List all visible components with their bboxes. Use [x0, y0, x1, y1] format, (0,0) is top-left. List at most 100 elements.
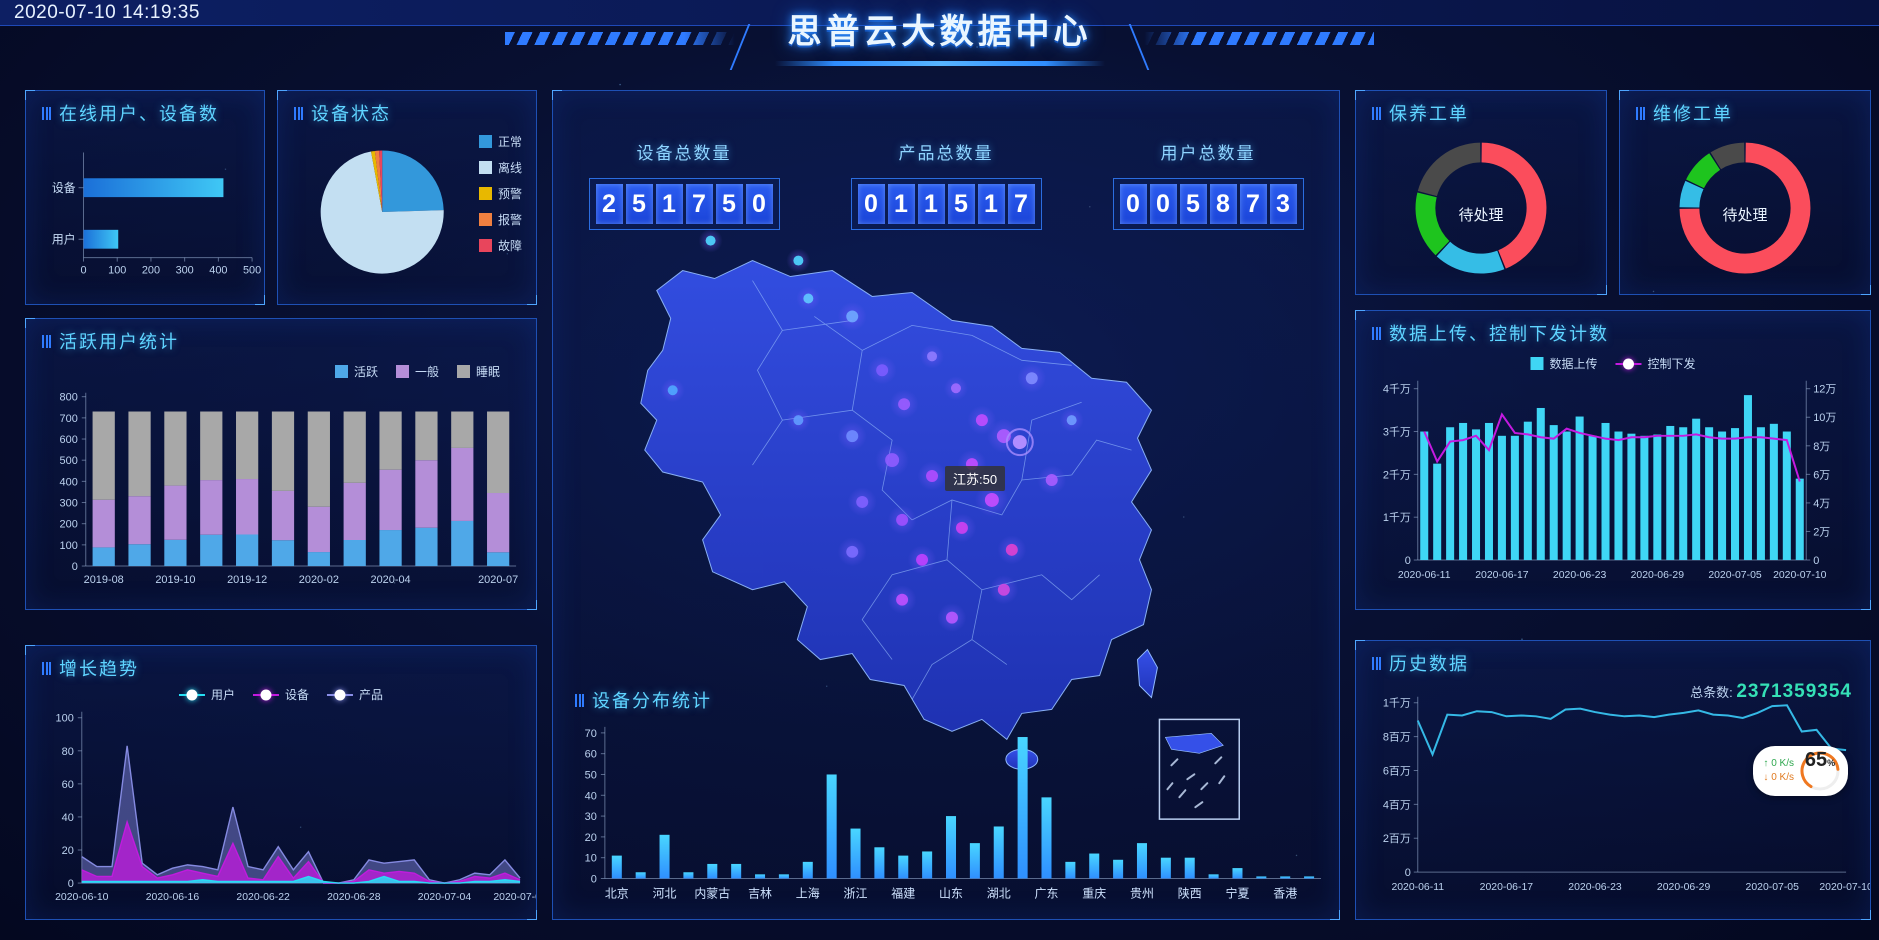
device-distribution-bar-chart[interactable]: 0 10 20 30 40 50 60 70 北京 河北 内蒙古 吉林 上海 浙江 福建 山东 湖北 广东 重庆 贵州…: [553, 683, 1339, 920]
kpi-digit: 0: [857, 184, 885, 224]
svg-text:2020-06-10: 2020-06-10: [55, 892, 109, 903]
svg-text:上海: 上海: [796, 885, 820, 900]
svg-text:2百万: 2百万: [1383, 833, 1411, 845]
svg-text:设备: 设备: [52, 181, 76, 195]
legend-item[interactable]: 睡眠: [456, 363, 500, 380]
panel-active-users: 活跃用户统计 活跃 一般 睡眠 0 100 200 300 400 500 600 700 800 2…: [25, 318, 537, 610]
svg-text:40: 40: [62, 812, 74, 824]
history-total-value: 2371359354: [1736, 681, 1852, 702]
legend-swatch-icon: [456, 365, 470, 378]
svg-text:广东: 广东: [1035, 886, 1059, 900]
upload-speed: ↑ 0 K/s: [1763, 758, 1794, 769]
svg-text:20: 20: [585, 832, 597, 844]
svg-text:20: 20: [62, 845, 74, 857]
active-users-stacked-bar-chart[interactable]: 0 100 200 300 400 500 600 700 800 2019-08 2019-10 2…: [26, 319, 536, 610]
svg-text:宁夏: 宁夏: [1226, 885, 1250, 900]
svg-text:100: 100: [60, 540, 78, 552]
svg-text:600: 600: [60, 434, 78, 446]
svg-text:60: 60: [62, 779, 74, 791]
history-line-chart[interactable]: 0 2百万 4百万 6百万 8百万 1千万 2020-06-11 2020-06-17 2020…: [1356, 641, 1870, 920]
svg-text:6百万: 6百万: [1383, 765, 1411, 777]
pie-legend: 正常离线预警报警故障: [478, 133, 522, 254]
legend-item[interactable]: 产品: [327, 686, 383, 703]
legend-item[interactable]: 数据上传: [1530, 355, 1598, 372]
svg-text:1千万: 1千万: [1383, 511, 1411, 524]
legend-item[interactable]: 活跃: [334, 363, 378, 380]
stripe-pattern-icon: [505, 32, 735, 45]
svg-text:2千万: 2千万: [1383, 468, 1411, 481]
cpu-usage-ring: 65%: [1798, 749, 1842, 793]
title-marker-icon: [42, 334, 51, 348]
map-tooltip: 江苏:50: [945, 466, 1006, 491]
svg-text:8百万: 8百万: [1383, 732, 1411, 744]
legend-label: 睡眠: [475, 365, 500, 379]
panel-title: 设备分布统计: [575, 687, 712, 713]
device-distribution-wrap: 设备分布统计 0 10 20 30 40 50 60 70 北京 河北 内蒙古 吉林 上海 浙江 福建 山东 湖…: [553, 683, 1339, 921]
kpi-digit: 7: [685, 184, 713, 224]
svg-text:2020-07-09: 2020-07-09: [493, 892, 536, 903]
repair-donut-chart[interactable]: [1620, 91, 1870, 294]
panel-title: 维修工单: [1636, 100, 1733, 126]
svg-text:10: 10: [585, 853, 597, 865]
legend-item[interactable]: 离线: [478, 159, 522, 176]
svg-text:200: 200: [142, 264, 160, 276]
growth-trend-area-chart[interactable]: 0 20 40 60 80 100 2020-06-10 2020-06-16 2020-06-…: [26, 646, 536, 920]
title-marker-icon: [1372, 656, 1381, 670]
svg-text:用户: 用户: [52, 233, 76, 247]
legend-label: 产品: [359, 688, 384, 702]
cpu-usage-value: 65: [1804, 749, 1828, 771]
stripe-pattern-icon: [1144, 32, 1374, 45]
svg-text:2万: 2万: [1813, 526, 1830, 538]
svg-text:2020-06-17: 2020-06-17: [1475, 570, 1529, 581]
svg-text:400: 400: [60, 476, 78, 488]
legend-item[interactable]: 用户: [178, 686, 235, 703]
svg-text:1千万: 1千万: [1383, 697, 1411, 710]
legend-swatch-icon: [478, 213, 492, 226]
svg-text:8万: 8万: [1813, 441, 1830, 453]
svg-text:400: 400: [209, 264, 227, 276]
svg-text:60: 60: [585, 749, 597, 761]
title-marker-icon: [42, 106, 51, 120]
svg-text:700: 700: [60, 413, 78, 425]
svg-text:70: 70: [585, 728, 597, 740]
kpi-digit: 7: [1239, 184, 1267, 224]
legend-label: 一般: [414, 365, 439, 379]
legend-item[interactable]: 预警: [478, 185, 522, 202]
legend-item[interactable]: 报警: [478, 211, 522, 228]
china-map[interactable]: [553, 91, 1339, 919]
panel-device-status: 设备状态 正常离线预警报警故障: [277, 90, 537, 305]
legend-item[interactable]: 设备: [252, 686, 309, 703]
panel-title: 数据上传、控制下发计数: [1372, 320, 1609, 346]
svg-text:内蒙古: 内蒙古: [694, 885, 730, 900]
svg-text:0: 0: [1405, 555, 1411, 567]
network-speed-widget[interactable]: ↑ 0 K/s ↓ 0 K/s 65%: [1753, 746, 1848, 796]
kpi-digit: 5: [1179, 184, 1207, 224]
maintain-donut-chart[interactable]: [1356, 91, 1606, 294]
legend-item[interactable]: 故障: [478, 237, 522, 254]
legend-item[interactable]: 正常: [478, 133, 522, 150]
svg-text:500: 500: [60, 455, 78, 467]
kpi-digit: 0: [1149, 184, 1177, 224]
device-status-pie-chart[interactable]: [278, 91, 536, 304]
svg-text:300: 300: [60, 498, 78, 510]
history-total-label: 总条数:: [1690, 685, 1733, 700]
svg-text:50: 50: [585, 769, 597, 781]
svg-text:2020-07-05: 2020-07-05: [1708, 570, 1762, 581]
legend-label: 数据上传: [1549, 357, 1598, 371]
legend-swatch-icon: [334, 365, 348, 378]
donut-center-label: 待处理: [1458, 207, 1504, 224]
upload-control-combo-chart[interactable]: 0 1千万 2千万 3千万 4千万 0 2万 4万 6万 8万 10万 12万 2020-06-11 20…: [1356, 311, 1870, 610]
panel-title: 设备状态: [294, 100, 391, 126]
legend-item[interactable]: 一般: [395, 363, 439, 380]
kpi-digit: 1: [977, 184, 1005, 224]
title-marker-icon: [1372, 326, 1381, 340]
legend-swatch-icon: [478, 135, 492, 148]
panel-title: 在线用户、设备数: [42, 100, 219, 126]
svg-text:200: 200: [60, 519, 78, 531]
legend-item[interactable]: 控制下发: [1615, 355, 1696, 372]
svg-text:2020-07-10: 2020-07-10: [1819, 882, 1870, 893]
svg-text:500: 500: [243, 264, 261, 276]
